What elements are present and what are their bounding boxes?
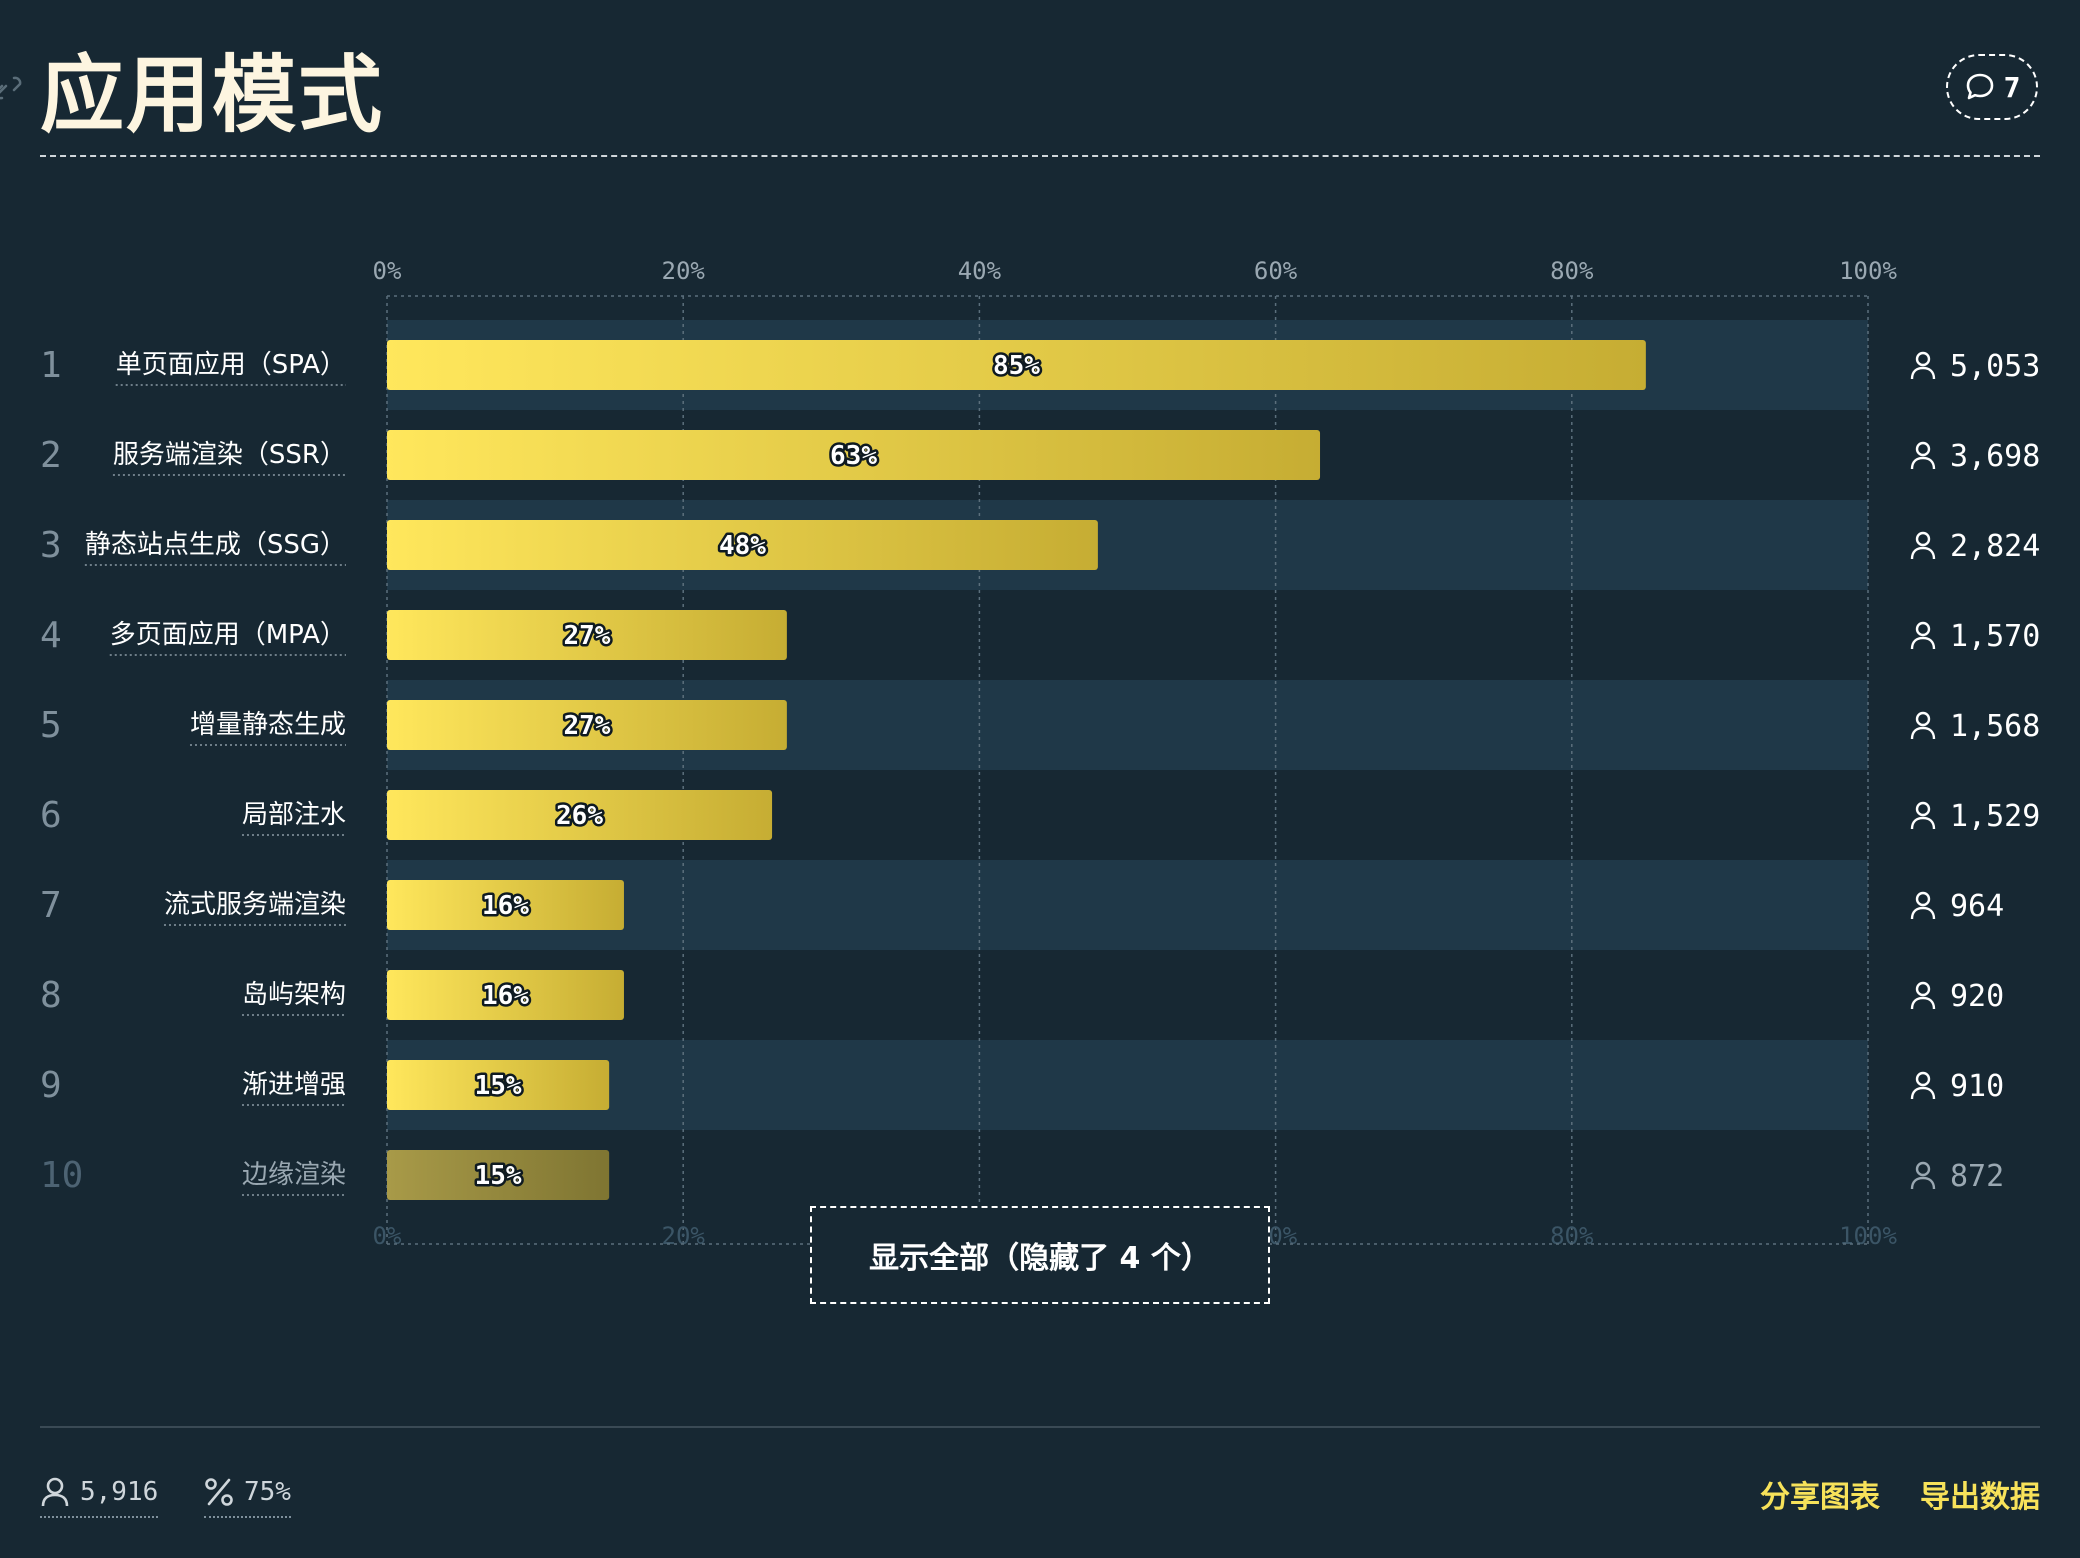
rank-label: 1 xyxy=(40,345,62,386)
share-chart-link[interactable]: 分享图表 xyxy=(1760,1480,1880,1515)
bar-value-label: 15% xyxy=(475,1161,522,1191)
export-data-link[interactable]: 导出数据 xyxy=(1920,1480,2040,1515)
respondents-value: 5,916 xyxy=(80,1477,159,1507)
respondents-stat: 5,916 xyxy=(40,1472,159,1518)
x-tick-label-top: 20% xyxy=(662,257,706,285)
rank-label: 4 xyxy=(40,615,62,656)
rank-label: 2 xyxy=(40,435,62,476)
user-icon xyxy=(1910,621,1936,650)
category-label[interactable]: 多页面应用（MPA） xyxy=(110,620,346,650)
respondent-count: 964 xyxy=(1950,889,2004,924)
footer-divider xyxy=(40,1426,2040,1428)
bar-value-label: 63% xyxy=(830,441,877,471)
bar-value-label: 27% xyxy=(563,711,610,741)
rank-label: 6 xyxy=(40,795,62,836)
rank-label: 10 xyxy=(40,1155,83,1196)
category-label[interactable]: 边缘渲染 xyxy=(242,1160,346,1190)
category-label[interactable]: 服务端渲染（SSR） xyxy=(113,440,346,470)
category-label[interactable]: 静态站点生成（SSG） xyxy=(85,530,346,560)
rank-label: 8 xyxy=(40,975,62,1016)
bar[interactable] xyxy=(387,880,624,930)
bar[interactable] xyxy=(387,790,773,840)
bar-value-label: 15% xyxy=(475,1071,522,1101)
x-tick-label-bottom: 20% xyxy=(662,1222,706,1250)
category-label[interactable]: 岛屿架构 xyxy=(242,980,346,1010)
x-tick-label-top: 80% xyxy=(1550,257,1594,285)
x-tick-label-top: 0% xyxy=(373,257,402,285)
percent-icon xyxy=(205,1478,233,1506)
user-icon xyxy=(1910,1071,1936,1100)
user-icon xyxy=(1910,891,1936,920)
rank-label: 5 xyxy=(40,705,62,746)
row-stripe xyxy=(387,860,1868,950)
respondent-count: 1,570 xyxy=(1950,619,2040,654)
bar-value-label: 85% xyxy=(993,351,1040,381)
bar-value-label: 16% xyxy=(482,981,529,1011)
bar[interactable] xyxy=(387,1060,610,1110)
bar[interactable] xyxy=(387,340,1646,390)
category-label[interactable]: 单页面应用（SPA） xyxy=(116,350,346,380)
category-label[interactable]: 渐进增强 xyxy=(242,1070,346,1100)
comment-count: 7 xyxy=(2003,70,2021,104)
bar[interactable] xyxy=(387,1150,610,1200)
show-all-button[interactable]: 显示全部（隐藏了 4 个） xyxy=(810,1206,1270,1304)
user-icon xyxy=(1910,441,1936,470)
respondent-count: 3,698 xyxy=(1950,439,2040,474)
bar[interactable] xyxy=(387,520,1098,570)
x-tick-label-bottom: 0% xyxy=(373,1222,402,1250)
category-label[interactable]: 局部注水 xyxy=(242,800,346,830)
page-title: 应用模式 xyxy=(40,46,385,144)
user-icon xyxy=(1910,531,1936,560)
respondent-count: 2,824 xyxy=(1950,529,2040,564)
comments-button[interactable]: 7 xyxy=(1946,54,2038,120)
bar-value-label: 16% xyxy=(482,891,529,921)
category-label[interactable]: 流式服务端渲染 xyxy=(164,890,346,920)
user-icon xyxy=(1910,981,1936,1010)
category-label[interactable]: 增量静态生成 xyxy=(190,710,346,740)
respondent-count: 910 xyxy=(1950,1069,2004,1104)
header-divider xyxy=(40,155,2040,157)
row-stripe xyxy=(387,1040,1868,1130)
respondent-count: 1,568 xyxy=(1950,709,2040,744)
rank-label: 9 xyxy=(40,1065,62,1106)
user-icon xyxy=(41,1477,69,1507)
respondent-count: 1,529 xyxy=(1950,799,2040,834)
percent-stat: 75% xyxy=(204,1472,291,1518)
respondent-count: 5,053 xyxy=(1950,349,2040,384)
link-icon[interactable] xyxy=(0,74,22,102)
bar-value-label: 26% xyxy=(556,801,603,831)
x-tick-label-top: 60% xyxy=(1254,257,1298,285)
bar[interactable] xyxy=(387,700,787,750)
bar-value-label: 48% xyxy=(719,531,766,561)
user-icon xyxy=(1910,801,1936,830)
user-icon xyxy=(1910,351,1936,380)
x-tick-label-top: 40% xyxy=(958,257,1002,285)
respondent-count: 920 xyxy=(1950,979,2004,1014)
bar[interactable] xyxy=(387,430,1321,480)
comment-icon xyxy=(1966,73,1993,100)
rank-label: 7 xyxy=(40,885,62,926)
bar-value-label: 27% xyxy=(563,621,610,651)
x-tick-label-bottom: 100% xyxy=(1839,1222,1897,1250)
bar[interactable] xyxy=(387,970,624,1020)
user-icon xyxy=(1910,1161,1936,1190)
percent-value: 75% xyxy=(244,1477,291,1507)
respondent-count: 872 xyxy=(1950,1159,2004,1194)
rank-label: 3 xyxy=(40,525,62,566)
bar[interactable] xyxy=(387,610,787,660)
x-tick-label-bottom: 80% xyxy=(1550,1222,1594,1250)
user-icon xyxy=(1910,711,1936,740)
x-tick-label-top: 100% xyxy=(1839,257,1897,285)
